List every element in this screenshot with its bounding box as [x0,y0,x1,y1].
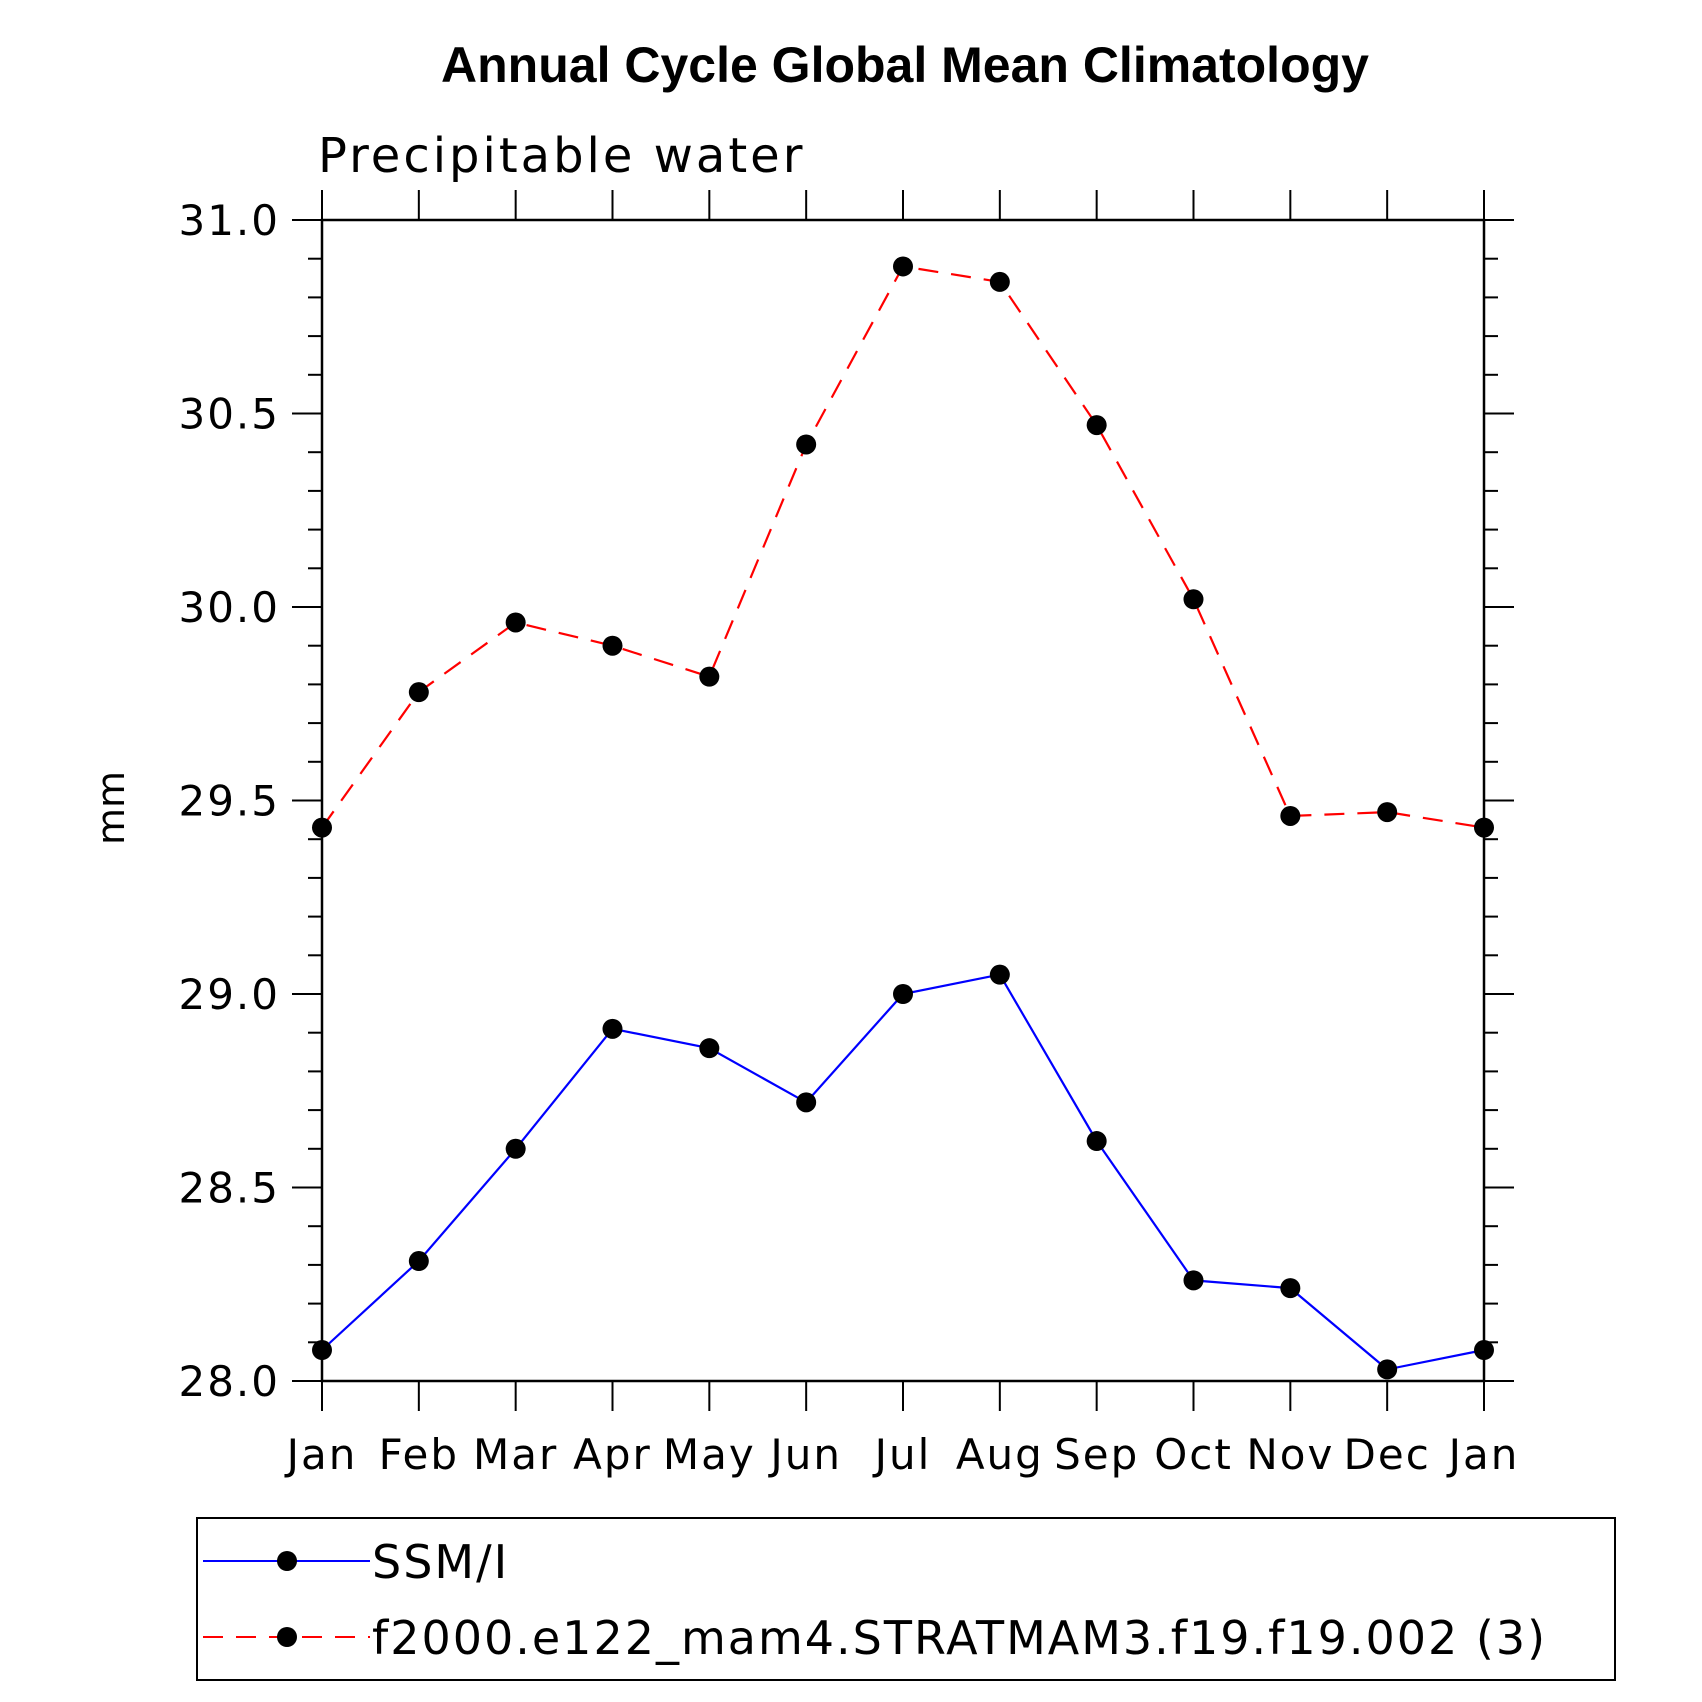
data-point-series-1 [1183,589,1204,610]
data-point-series-1 [408,682,429,703]
x-tick-label: Jun [767,1430,842,1479]
data-point-series-1 [1086,415,1107,436]
x-tick-label: Jan [1446,1430,1520,1479]
x-tick-label: Oct [1154,1430,1233,1479]
data-point-series-0 [1183,1270,1204,1291]
data-point-series-1 [699,666,720,687]
data-point-series-1 [1377,802,1398,823]
data-point-series-0 [1280,1278,1301,1299]
x-tick-label: Jul [872,1430,932,1479]
y-tick-label: 31.0 [178,196,280,245]
x-tick-label: Jan [284,1430,358,1479]
x-tick-label: Apr [573,1430,652,1479]
x-tick-label: Feb [379,1430,459,1479]
data-point-series-0 [1474,1340,1494,1361]
plot-area [320,218,1486,1383]
data-point-series-0 [505,1138,526,1159]
y-tick-label: 29.0 [178,970,280,1019]
chart-subtitle: Precipitable water [318,128,805,184]
x-tick-label: May [663,1430,756,1479]
y-tick-label: 30.5 [178,390,280,439]
x-tick-label: Nov [1246,1430,1334,1479]
data-point-series-0 [312,1340,332,1361]
series-line-0 [321,973,1485,1371]
data-point-series-0 [989,964,1010,985]
legend-box [196,1517,1616,1681]
data-point-series-1 [602,635,623,656]
x-tick-label: Mar [473,1430,558,1479]
data-point-series-0 [699,1038,720,1059]
data-point-series-0 [1086,1131,1107,1152]
data-point-series-0 [408,1251,429,1272]
y-axis: 28.0 28.5 29.0 29.5 30.0 30.5 31.0 [178,196,1514,1406]
data-point-series-1 [1474,817,1494,838]
legend: SSM/I f2000.e122_mam4.STRATMAM3.f19.f19.… [196,1517,1616,1681]
legend-marker-ssmi [277,1551,297,1571]
data-point-series-0 [893,984,913,1004]
x-tick-label: Dec [1344,1430,1431,1479]
data-point-series-1 [505,612,526,633]
legend-label-model: f2000.e122_mam4.STRATMAM3.f19.f19.002 (3… [372,1611,1547,1665]
x-tick-label: Sep [1054,1430,1139,1479]
data-point-series-1 [796,434,817,455]
x-axis: Jan Feb Mar Apr May Jun Jul Aug Sep Oct Nov Dec Jan [284,190,1520,1479]
data-point-series-0 [796,1092,817,1113]
data-point-series-0 [1377,1359,1398,1380]
data-point-series-1 [989,271,1010,292]
x-tick-label: Aug [956,1430,1044,1479]
y-tick-label: 29.5 [178,777,280,826]
data-point-series-1 [1280,805,1301,826]
data-point-series-1 [893,256,913,277]
y-tick-label: 28.5 [178,1164,280,1213]
series-line-1 [321,265,1485,829]
legend-label-ssmi: SSM/I [372,1535,509,1589]
data-point-series-1 [312,817,332,838]
y-tick-label: 30.0 [178,583,280,632]
data-point-series-0 [602,1018,623,1039]
plot-frame [320,218,1486,1383]
chart-title: Annual Cycle Global Mean Climatology [441,37,1369,93]
y-tick-label: 28.0 [178,1357,280,1406]
series-layer [312,256,1494,1380]
y-axis-label: mm [89,771,133,845]
legend-marker-model [277,1627,297,1647]
